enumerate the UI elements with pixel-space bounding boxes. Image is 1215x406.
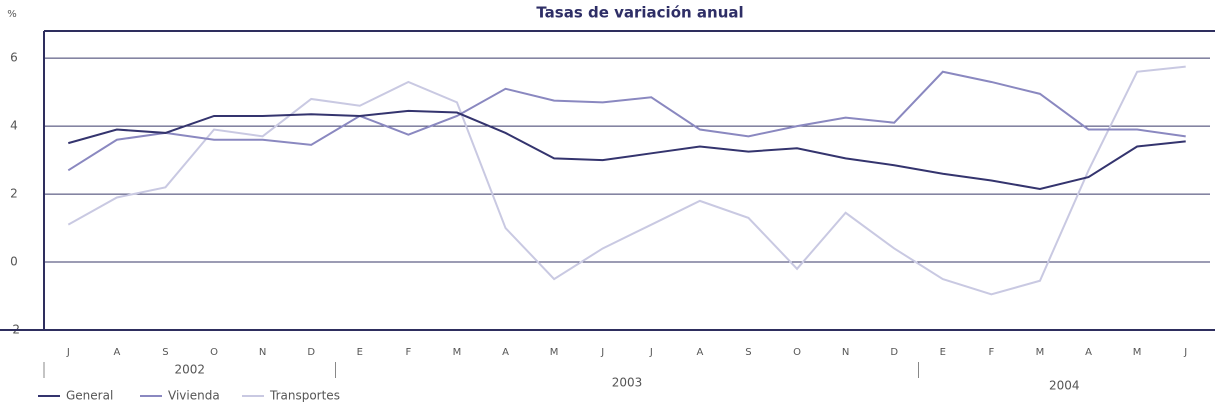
legend-label: Transportes: [269, 389, 340, 403]
x-tick-label: J: [1183, 347, 1187, 358]
x-tick-label: N: [259, 347, 266, 358]
x-tick-label: A: [696, 347, 703, 358]
x-tick-label: D: [307, 347, 315, 358]
x-tick-label: A: [113, 347, 120, 358]
legend-label: Vivienda: [168, 389, 220, 403]
x-tick-label: O: [210, 347, 218, 358]
x-tick-label: E: [940, 347, 946, 358]
x-group-label: 2004: [1049, 379, 1080, 393]
x-tick-label: S: [745, 347, 751, 358]
x-tick-label: F: [988, 347, 994, 358]
x-tick-label: J: [600, 347, 604, 358]
series-line: [67, 70, 1186, 172]
x-tick-label: F: [405, 347, 411, 358]
y-tick-label: 0: [10, 255, 18, 269]
chart-title: Tasas de variación anual: [536, 4, 743, 22]
x-group-label: 2003: [612, 376, 643, 390]
legend-label: General: [66, 389, 113, 403]
x-tick-label: S: [162, 347, 168, 358]
y-axis-label: %: [7, 9, 17, 20]
x-tick-label: D: [890, 347, 898, 358]
series-line: [68, 109, 1186, 191]
series-line: [67, 65, 1186, 296]
x-tick-label: J: [66, 347, 70, 358]
y-tick-label: 4: [10, 119, 18, 133]
x-tick-label: E: [357, 347, 363, 358]
x-tick-label: M: [453, 347, 462, 358]
x-tick-label: J: [649, 347, 653, 358]
x-tick-label: A: [502, 347, 509, 358]
y-tick-label: 6: [10, 51, 18, 65]
x-tick-label: A: [1085, 347, 1092, 358]
x-tick-label: N: [842, 347, 849, 358]
x-tick-label: M: [1133, 347, 1142, 358]
x-group-label: 2002: [174, 363, 205, 377]
y-tick-label: 2: [10, 187, 18, 201]
x-tick-label: O: [793, 347, 801, 358]
x-tick-label: M: [1036, 347, 1045, 358]
x-tick-label: M: [550, 347, 559, 358]
